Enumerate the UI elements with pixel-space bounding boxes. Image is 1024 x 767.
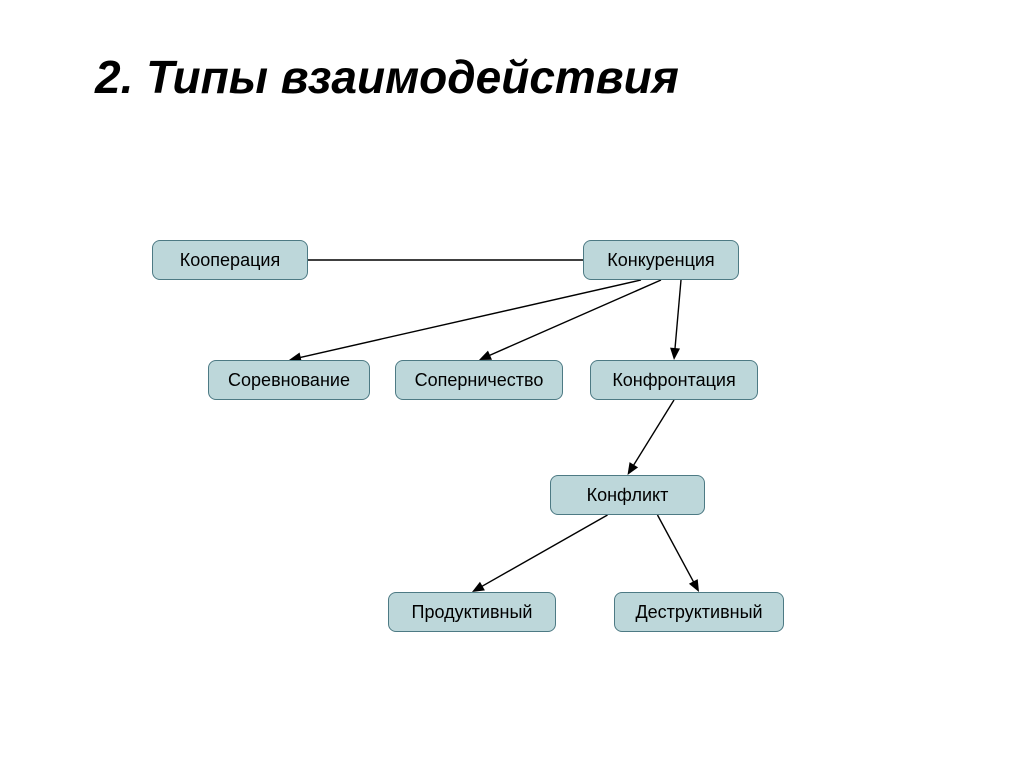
node-conflict: Конфликт — [550, 475, 705, 515]
node-competition: Конкуренция — [583, 240, 739, 280]
node-rivalry: Соперничество — [395, 360, 563, 400]
page-title: 2. Типы взаимодействия — [95, 50, 679, 104]
node-confrontation: Конфронтация — [590, 360, 758, 400]
node-cooperation: Кооперация — [152, 240, 308, 280]
node-destructive: Деструктивный — [614, 592, 784, 632]
node-contest: Соревнование — [208, 360, 370, 400]
node-productive: Продуктивный — [388, 592, 556, 632]
